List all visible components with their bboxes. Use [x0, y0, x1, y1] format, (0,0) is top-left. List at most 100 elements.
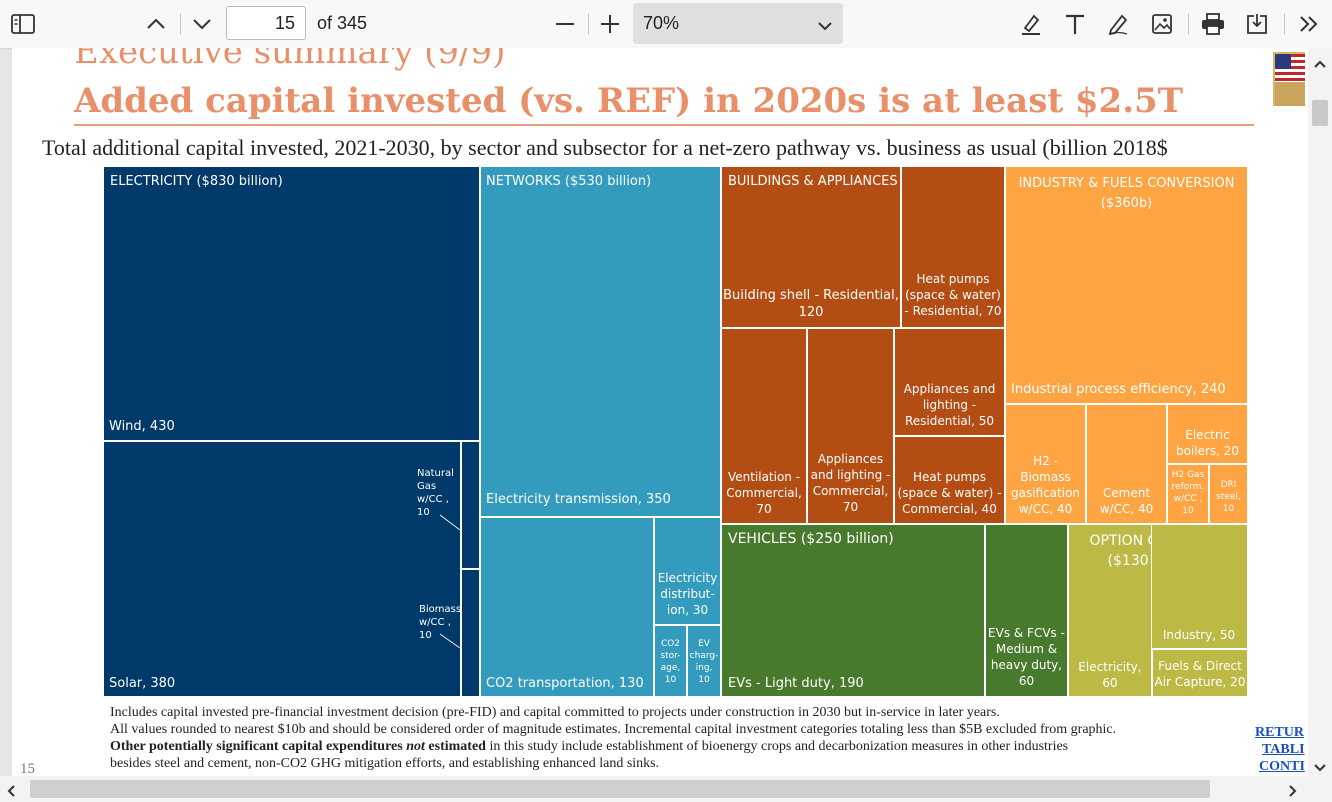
tile-h2-gas-reform: H2 Gas reform. w/CC , 10	[1167, 464, 1209, 524]
boilers-label: Electric boilers, 20	[1175, 428, 1240, 458]
note-rest: in this study include establishment of b…	[485, 739, 1069, 754]
page-total-label: of 345	[317, 13, 368, 33]
tile-ventilation-commercial: Ventilation - Commercial, 70	[721, 328, 807, 524]
tile-heat-pumps-commercial: Heat pumps (space & water) - Commercial, 4…	[894, 436, 1005, 524]
tile-building-shell: BUILDINGS & APPLIANCES ($420 billion) Bu…	[721, 166, 901, 328]
hp-res-label: Heat pumps (space & water) - Residential, …	[904, 272, 1002, 318]
vent-label: Ventilation - Commercial, 70	[726, 470, 802, 516]
page-number-label: 15	[20, 761, 35, 776]
image-icon[interactable]	[1149, 11, 1175, 37]
return-link-3[interactable]: CONTI	[1259, 759, 1305, 774]
tile-biomass-cc	[461, 569, 480, 697]
hp-com-label: Heat pumps (space & water) - Commercial, 4…	[897, 470, 1002, 516]
horizontal-scrollbar[interactable]	[0, 776, 1332, 802]
tile-fuels-dac: Fuels & Direct Air Capture, 20	[1152, 649, 1248, 697]
zoom-in-icon[interactable]	[597, 12, 623, 36]
sidebar-icon[interactable]	[10, 12, 36, 36]
biomass-label: Biomass w/CC , 10	[419, 604, 461, 641]
tile-option-electricity: OPTION CREATION($130 billion) Electricit…	[1068, 524, 1152, 697]
return-link-1[interactable]: RETUR	[1255, 725, 1305, 740]
industry-header: INDUSTRY & FUELS CONVERSION ($360b)	[1018, 176, 1235, 211]
tile-industrial-efficiency: INDUSTRY & FUELS CONVERSION ($360b) Indus…	[1005, 166, 1248, 404]
tile-appliances-residential: Appliances and lighting - Residential, 50	[894, 328, 1005, 436]
option-electricity-label: Electricity, 60	[1078, 660, 1142, 690]
tile-electricity-distribution: Electricity distribut-ion, 30	[654, 517, 721, 625]
page-headline: Added capital invested (vs. REF) in 2020…	[74, 81, 1184, 121]
tile-cement: Cement w/CC, 40	[1086, 404, 1167, 524]
option-creation-header: OPTION CREATION($130 billion)	[1089, 533, 1151, 569]
efficiency-label: Industrial process efficiency, 240	[1011, 382, 1226, 397]
tile-natural-gas-cc	[461, 441, 480, 569]
h2-gas-label: H2 Gas reform. w/CC , 10	[1171, 470, 1205, 516]
note-not: not	[406, 739, 425, 754]
chevron-down-icon[interactable]	[189, 12, 215, 36]
fuels-dac-label: Fuels & Direct Air Capture, 20	[1154, 659, 1246, 689]
electricity-header: ELECTRICITY ($830 billion)	[110, 174, 283, 189]
co2-storage-label: CO2 stor-age, 10	[660, 639, 681, 685]
text-icon[interactable]	[1062, 11, 1088, 37]
tile-co2-storage: CO2 stor-age, 10	[654, 625, 687, 697]
headline-rule	[74, 124, 1254, 126]
us-flag-icon	[1273, 52, 1305, 106]
section-title: Executive summary (9/9)	[74, 48, 506, 72]
ev-charging-label: EV charg-ing, 10	[689, 639, 719, 685]
note-line-3: Other potentially significant capital ex…	[110, 739, 1068, 755]
pdf-toolbar: 15 of 345 70%	[0, 0, 1332, 49]
tile-appliances-commercial: Appliances and lighting - Commercial, 70	[807, 328, 894, 524]
light-duty-label: EVs - Light duty, 190	[728, 676, 864, 691]
leader-lines	[439, 514, 460, 649]
note-line-1: Includes capital invested pre-financial …	[110, 705, 1000, 720]
scroll-down-icon[interactable]	[1313, 758, 1327, 777]
vertical-scrollbar[interactable]	[1308, 48, 1332, 776]
shell-label: Building shell - Residential, 120	[723, 288, 899, 320]
print-icon[interactable]	[1200, 11, 1226, 37]
note-line-4: besides steel and cement, non-CO2 GHG mi…	[110, 756, 660, 771]
tile-evs-light-duty: VEHICLES ($250 billion) EVs - Light duty…	[721, 524, 985, 697]
transmission-label: Electricity transmission, 350	[486, 492, 671, 507]
more-icon[interactable]	[1296, 11, 1322, 37]
tile-electricity-transmission: NETWORKS ($530 billion) Electricity tran…	[480, 166, 721, 517]
zoom-out-icon[interactable]	[552, 12, 578, 36]
vehicles-header: VEHICLES ($250 billion)	[728, 531, 894, 547]
option-industry-label: Industry, 50	[1162, 628, 1236, 642]
h2-biomass-label: H2 - Biomass gasification w/CC, 40	[1010, 454, 1081, 516]
zoom-select[interactable]: 70%	[633, 3, 843, 44]
tile-co2-transportation: CO2 transportation, 130	[480, 517, 654, 697]
tile-electric-boilers: Electric boilers, 20	[1167, 404, 1248, 464]
draw-icon[interactable]	[1105, 11, 1131, 37]
scroll-left-icon[interactable]	[6, 783, 16, 802]
zoom-value: 70%	[643, 13, 680, 33]
tile-wind: ELECTRICITY ($830 billion) Wind, 430	[103, 166, 480, 441]
dri-label: DRI steel, 10	[1216, 480, 1241, 514]
co2-transport-label: CO2 transportation, 130	[486, 676, 644, 691]
networks-header: NETWORKS ($530 billion)	[486, 174, 652, 189]
save-icon[interactable]	[1244, 11, 1270, 37]
tile-solar: Solar, 380 Natural Gas w/CC , 10 Biomass w/C…	[103, 441, 461, 697]
buildings-header: BUILDINGS & APPLIANCES ($420 billion)	[728, 174, 900, 189]
tile-heat-pumps-residential: Heat pumps (space & water) - Residential, …	[901, 166, 1005, 328]
highlight-icon[interactable]	[1018, 11, 1044, 37]
scroll-right-icon[interactable]	[1288, 783, 1298, 802]
chevron-up-icon[interactable]	[143, 12, 169, 36]
vertical-scroll-thumb[interactable]	[1312, 100, 1328, 126]
tile-ev-charging: EV charg-ing, 10	[687, 625, 721, 697]
distribution-label: Electricity distribut-ion, 30	[657, 571, 718, 617]
note-bold-2: estimated	[424, 739, 486, 754]
wind-label: Wind, 430	[109, 419, 175, 434]
solar-label: Solar, 380	[109, 676, 176, 691]
horizontal-scroll-thumb[interactable]	[30, 780, 1210, 798]
scroll-up-icon[interactable]	[1313, 54, 1327, 73]
dropdown-chevron-icon	[817, 15, 833, 36]
return-link-2[interactable]: TABLI	[1262, 742, 1305, 757]
note-bold-1: Other potentially significant capital ex…	[110, 739, 407, 754]
heavy-duty-label: EVs & FCVs - Medium & heavy duty, 60	[988, 626, 1065, 688]
note-line-2: All values rounded to nearest $10b and s…	[110, 722, 1117, 737]
tile-h2-biomass: H2 - Biomass gasification w/CC, 40	[1005, 404, 1086, 524]
page-number-input[interactable]: 15	[226, 6, 306, 40]
tile-option-industry: Industry, 50	[1152, 524, 1248, 649]
app-com-label: Appliances and lighting - Commercial, 70	[810, 452, 891, 514]
pdf-page: Executive summary (9/9) Added capital in…	[12, 48, 1308, 776]
gas-label: Natural Gas w/CC , 10	[417, 468, 454, 518]
cement-label: Cement w/CC, 40	[1099, 486, 1154, 516]
tile-dri-steel: DRI steel, 10	[1209, 464, 1248, 524]
